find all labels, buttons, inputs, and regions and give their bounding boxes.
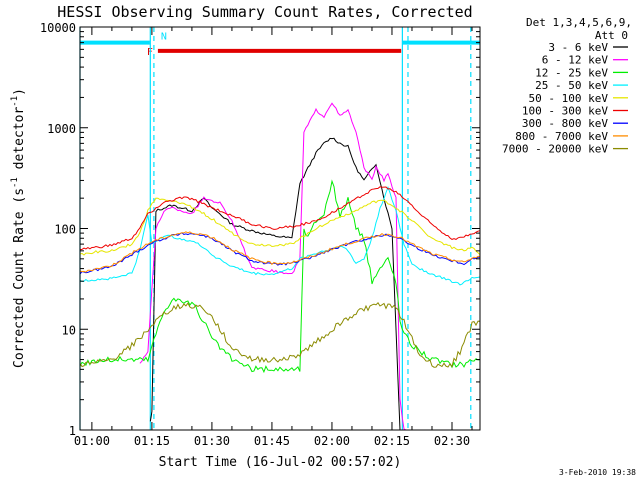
legend-label-8: 7000 - 20000 keV (502, 143, 608, 156)
y-tick-label-1: 10 (62, 323, 76, 337)
series-layer (79, 102, 481, 431)
y-axis-label: Corrected Count Rate (s-1 detector-1) (10, 88, 27, 368)
legend-label-1: 6 - 12 keV (542, 54, 609, 67)
chart-title: HESSI Observing Summary Count Rates, Cor… (57, 3, 472, 21)
x-tick-label-3: 01:45 (254, 434, 290, 448)
x-tick-label-0: 01:00 (74, 434, 110, 448)
y-axis-label-end: ) (12, 88, 27, 96)
x-axis-label: Start Time (16-Jul-02 00:57:02) (159, 455, 402, 470)
series-line-3 (79, 185, 481, 286)
series-line-4 (79, 197, 481, 256)
series-line-1 (139, 102, 408, 431)
x-tick-label-5: 02:15 (374, 434, 410, 448)
series-line-2 (79, 179, 481, 374)
y-axis-label-sup1: -1 (10, 177, 20, 188)
y-tick-label-3: 1000 (47, 122, 76, 136)
series-line-0 (149, 137, 401, 431)
series-line-8 (79, 302, 481, 368)
series-line-7 (79, 231, 481, 273)
y-tick-label-2: 100 (54, 223, 76, 237)
legend-label-7: 800 - 7000 keV (515, 130, 608, 143)
night-flag-label: N (161, 32, 167, 43)
y-axis-label-sup2: -1 (10, 96, 20, 107)
legend-header-line1: Det 1,3,4,5,6,9, (526, 16, 632, 29)
y-tick-label-0: 1 (69, 424, 76, 438)
timestamp: 3-Feb-2010 19:38 (559, 468, 636, 477)
legend-label-2: 12 - 25 keV (535, 66, 608, 79)
legend-label-3: 25 - 50 keV (535, 79, 608, 92)
flag-bars: FN (80, 32, 480, 58)
y-axis: 1 10 100 1000 10000 (40, 21, 480, 438)
x-tick-label-1: 01:15 (134, 434, 170, 448)
y-axis-label-main: Corrected Count Rate (s (12, 188, 27, 368)
series-line-6 (79, 232, 481, 275)
legend-label-6: 300 - 800 keV (522, 117, 608, 130)
y-tick-label-4: 10000 (40, 21, 76, 35)
series-line-5 (79, 186, 481, 251)
legend-label-0: 3 - 6 keV (548, 41, 608, 54)
x-tick-label-2: 01:30 (194, 434, 230, 448)
legend-header-line2: Att 0 (595, 29, 628, 42)
x-tick-label-6: 02:30 (434, 434, 470, 448)
x-axis: 01:00 01:15 01:30 01:45 02:00 02:15 02:30 (74, 27, 473, 448)
legend-label-4: 50 - 100 keV (529, 92, 609, 105)
legend-label-5: 100 - 300 keV (522, 105, 608, 118)
y-axis-label-mid: detector (12, 107, 27, 178)
x-tick-label-4: 02:00 (314, 434, 350, 448)
